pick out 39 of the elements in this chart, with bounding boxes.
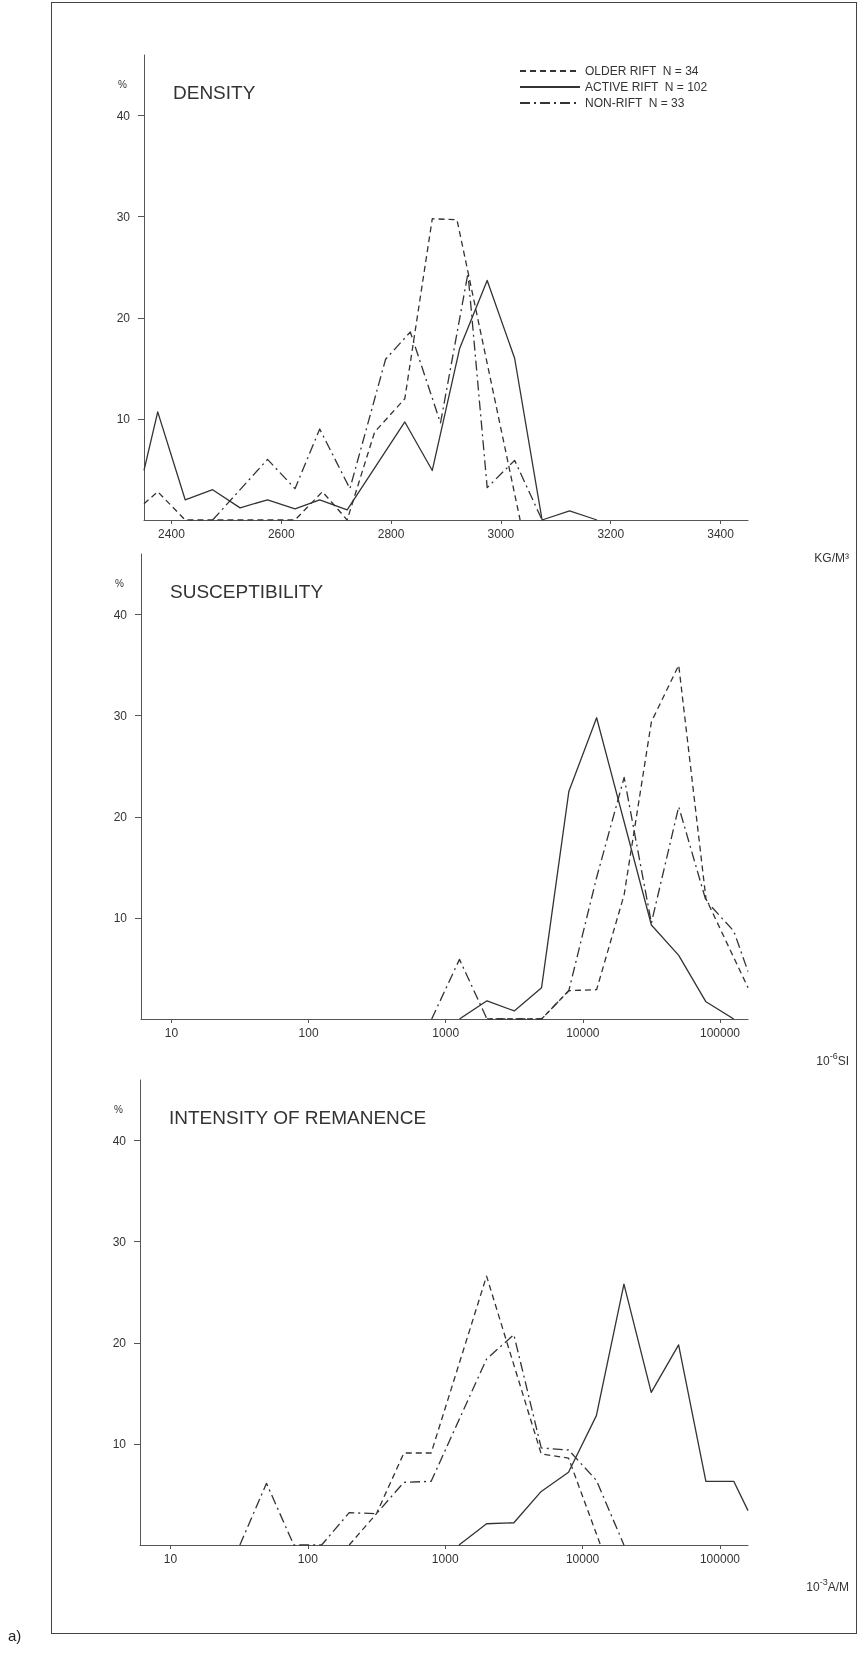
x-tick-label: 2800 (377, 527, 405, 541)
y-tick-label: 10 (112, 1436, 127, 1451)
text: SUSCEPTIBILITY (170, 580, 324, 602)
x-tick-label: 100 (297, 1552, 319, 1566)
y-tick-label: 30 (113, 708, 128, 723)
legend-label: OLDER RIFT N = 34 (585, 64, 699, 78)
text: DENSITY (173, 81, 256, 103)
y-tick-label: 20 (116, 310, 131, 325)
y-axis-title: % (115, 578, 124, 590)
y-tick-label: 30 (116, 209, 131, 224)
y-tick-label: 40 (112, 1133, 127, 1148)
y-tick-label: 10 (113, 910, 128, 925)
x-tick-label: 10000 (566, 1026, 600, 1040)
x-tick-label: 3000 (487, 527, 515, 541)
y-tick-label: 40 (113, 607, 128, 622)
y-tick-label: 10 (116, 411, 131, 426)
x-tick-label: 3400 (707, 527, 735, 541)
x-tick-label: 1000 (432, 1026, 460, 1040)
x-tick-label: 10 (164, 1026, 179, 1040)
x-tick-label: 100 (298, 1026, 319, 1040)
y-tick-label: 30 (112, 1234, 127, 1249)
x-tick-label: 100000 (699, 1026, 741, 1040)
x-axis-title: KG/M³ (814, 551, 850, 565)
x-tick-label: 2400 (158, 527, 186, 541)
x-tick-label: 3200 (597, 527, 625, 541)
y-axis-title: % (118, 79, 127, 91)
legend-label: NON-RIFT N = 33 (585, 96, 685, 110)
x-tick-label: 100000 (699, 1552, 741, 1566)
x-tick-label: 2600 (267, 527, 295, 541)
y-tick-label: 40 (116, 108, 131, 123)
x-tick-label: 10 (163, 1552, 178, 1566)
legend-label: ACTIVE RIFT N = 102 (585, 80, 708, 94)
text: a) (8, 1627, 22, 1644)
y-tick-label: 20 (112, 1335, 127, 1350)
y-tick-label: 20 (113, 809, 128, 824)
x-tick-label: 10000 (565, 1552, 600, 1566)
y-axis-title: % (114, 1104, 123, 1116)
text: INTENSITY OF REMANENCE (169, 1106, 427, 1128)
x-tick-label: 1000 (431, 1552, 459, 1566)
